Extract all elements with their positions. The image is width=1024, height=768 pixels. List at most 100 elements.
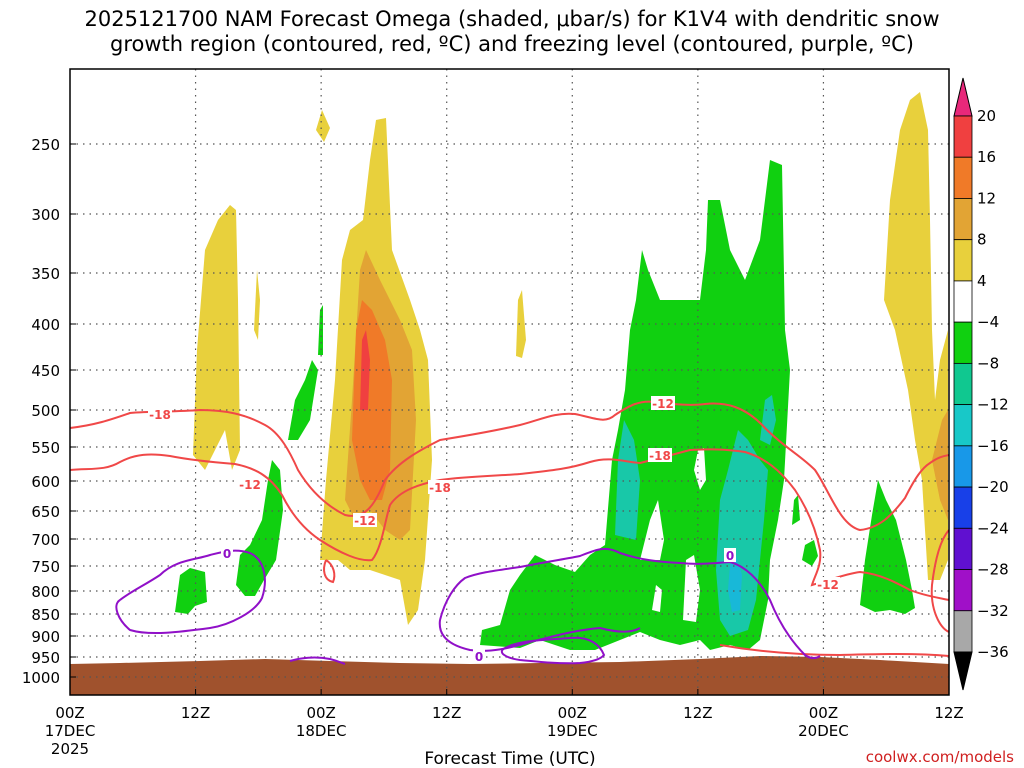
y-tick-label-14: 950 (31, 649, 60, 667)
freezing-label-bg-2 (473, 649, 485, 663)
x-tick-date-0: 17DEC (45, 722, 96, 740)
y-tick-label-8: 650 (31, 503, 60, 521)
temp-contour-minus18 (69, 400, 950, 532)
colorbar-label-0: 20 (977, 107, 996, 125)
x-tick-date-6: 20DEC (798, 722, 849, 740)
chart-title-line-1: 2025121700 NAM Forecast Omega (shaded, μ… (84, 7, 940, 31)
omega-area-teal-1 (615, 420, 640, 540)
omega-area-yellow-3 (316, 110, 330, 142)
temp-contour-label-3: -18 (649, 449, 671, 463)
colorbar-segment-7 (953, 362, 973, 406)
colorbar-label-7: −12 (977, 396, 1009, 414)
colorbar-segment-13 (953, 610, 973, 653)
freezing-contour-0-left (115, 549, 266, 635)
omega-area-green-7 (802, 540, 818, 566)
temp-contour-right (930, 529, 950, 633)
temp-label-bg-5 (353, 513, 377, 527)
colorbar-segment-11 (953, 527, 973, 570)
omega-shading-layer (175, 92, 948, 650)
omega-area-green-1 (175, 568, 207, 614)
freezing-contour-label-2: 0 (475, 650, 483, 664)
y-axis: 250 300 350 400 450 500 550 600 650 700 750 800 850 9… (22, 136, 76, 687)
y-tick-label-2: 350 (31, 265, 60, 283)
colorbar-segment-12 (953, 569, 973, 612)
x-tick-label-0: 00Z (55, 704, 84, 722)
freezing-contour-label-0: 0 (223, 547, 231, 561)
colorbar-label-8: −16 (977, 437, 1009, 455)
colorbar-label-13: −36 (977, 643, 1009, 661)
colorbar-bottom-arrow (953, 651, 973, 691)
temp-contour-label-5: -12 (354, 514, 376, 528)
y-tick-label-7: 600 (31, 473, 60, 491)
colorbar: 20 16 12 8 4 −4 −8 −12 −16 −20 −24 −28 −32 −36 (953, 77, 1009, 691)
omega-hole-3 (683, 555, 700, 622)
temp-label-bg-4 (428, 480, 452, 494)
x-tick-label-6: 00Z (809, 704, 838, 722)
omega-area-yellow-5 (516, 290, 526, 358)
omega-area-teal-3 (760, 395, 776, 445)
colorbar-label-4: 4 (977, 272, 987, 290)
omega-area-yellow-2 (254, 270, 260, 340)
temp-label-bg-2 (651, 396, 675, 410)
temp-contour-label-2: -12 (652, 397, 674, 411)
colorbar-label-2: 12 (977, 189, 996, 207)
colorbar-segment-5 (953, 280, 973, 323)
x-tick-year-0: 2025 (51, 740, 89, 758)
omega-area-green-8 (860, 480, 915, 614)
omega-hole-2 (652, 585, 662, 612)
freezing-label-bg-0 (221, 546, 233, 560)
y-tick-label-15: 1000 (22, 669, 60, 687)
x-tick-label-3: 12Z (432, 704, 461, 722)
x-tick-label-1: 12Z (181, 704, 210, 722)
temp-contour-minus12-upper (69, 448, 950, 601)
temp-label-bg-6 (816, 577, 840, 591)
y-tick-label-13: 900 (31, 628, 60, 646)
colorbar-segment-10 (953, 486, 973, 529)
omega-hole-1 (640, 500, 664, 560)
ground-layer (70, 656, 949, 695)
x-tick-label-7: 12Z (934, 704, 963, 722)
colorbar-top-arrow (953, 77, 973, 117)
y-tick-label-6: 550 (31, 439, 60, 457)
colorbar-segment-9 (953, 445, 973, 488)
omega-area-cyan-1 (728, 555, 742, 612)
y-tick-label-12: 850 (31, 606, 60, 624)
colorbar-segment-3 (953, 198, 973, 241)
omega-hole-4 (694, 448, 706, 490)
temp-label-bg-1 (238, 477, 262, 491)
colorbar-segment-2 (953, 156, 973, 199)
omega-area-green-4 (318, 305, 323, 355)
colorbar-label-1: 16 (977, 148, 996, 166)
temp-contour-label-0: -18 (149, 408, 171, 422)
colorbar-label-10: −24 (977, 519, 1009, 537)
chart-title-line-2: growth region (contoured, red, ºC) and f… (110, 32, 914, 56)
plot-frame (69, 68, 950, 696)
temp-label-bg-0 (148, 407, 172, 421)
colorbar-segment-8 (953, 404, 973, 447)
freezing-label-bg-1 (724, 548, 736, 562)
omega-area-yellow-1 (193, 205, 240, 470)
grid-layer (70, 69, 949, 695)
colorbar-label-12: −32 (977, 602, 1009, 620)
colorbar-label-6: −8 (977, 354, 999, 372)
omega-area-yellow-6 (884, 92, 948, 580)
temp-contour-lower (719, 644, 950, 657)
temp-contour-label-1: -12 (239, 478, 261, 492)
x-axis-label: Forecast Time (UTC) (424, 749, 595, 768)
x-tick-label-2: 00Z (306, 704, 335, 722)
x-tick-date-2: 18DEC (296, 722, 347, 740)
omega-area-green-2 (236, 460, 283, 596)
freezing-contour-label-1: 0 (726, 549, 734, 563)
colorbar-segment-4 (953, 239, 973, 282)
y-tick-label-3: 400 (31, 316, 60, 334)
y-tick-label-11: 800 (31, 583, 60, 601)
colorbar-label-11: −28 (977, 561, 1009, 579)
temp-contour-label-4: -18 (429, 481, 451, 495)
y-tick-label-10: 750 (31, 558, 60, 576)
colorbar-label-9: −20 (977, 478, 1009, 496)
omega-area-green-6 (792, 495, 800, 525)
omega-area-red-1 (360, 330, 370, 410)
temp-contour-label-6: -12 (817, 578, 839, 592)
colorbar-label-3: 8 (977, 231, 987, 249)
